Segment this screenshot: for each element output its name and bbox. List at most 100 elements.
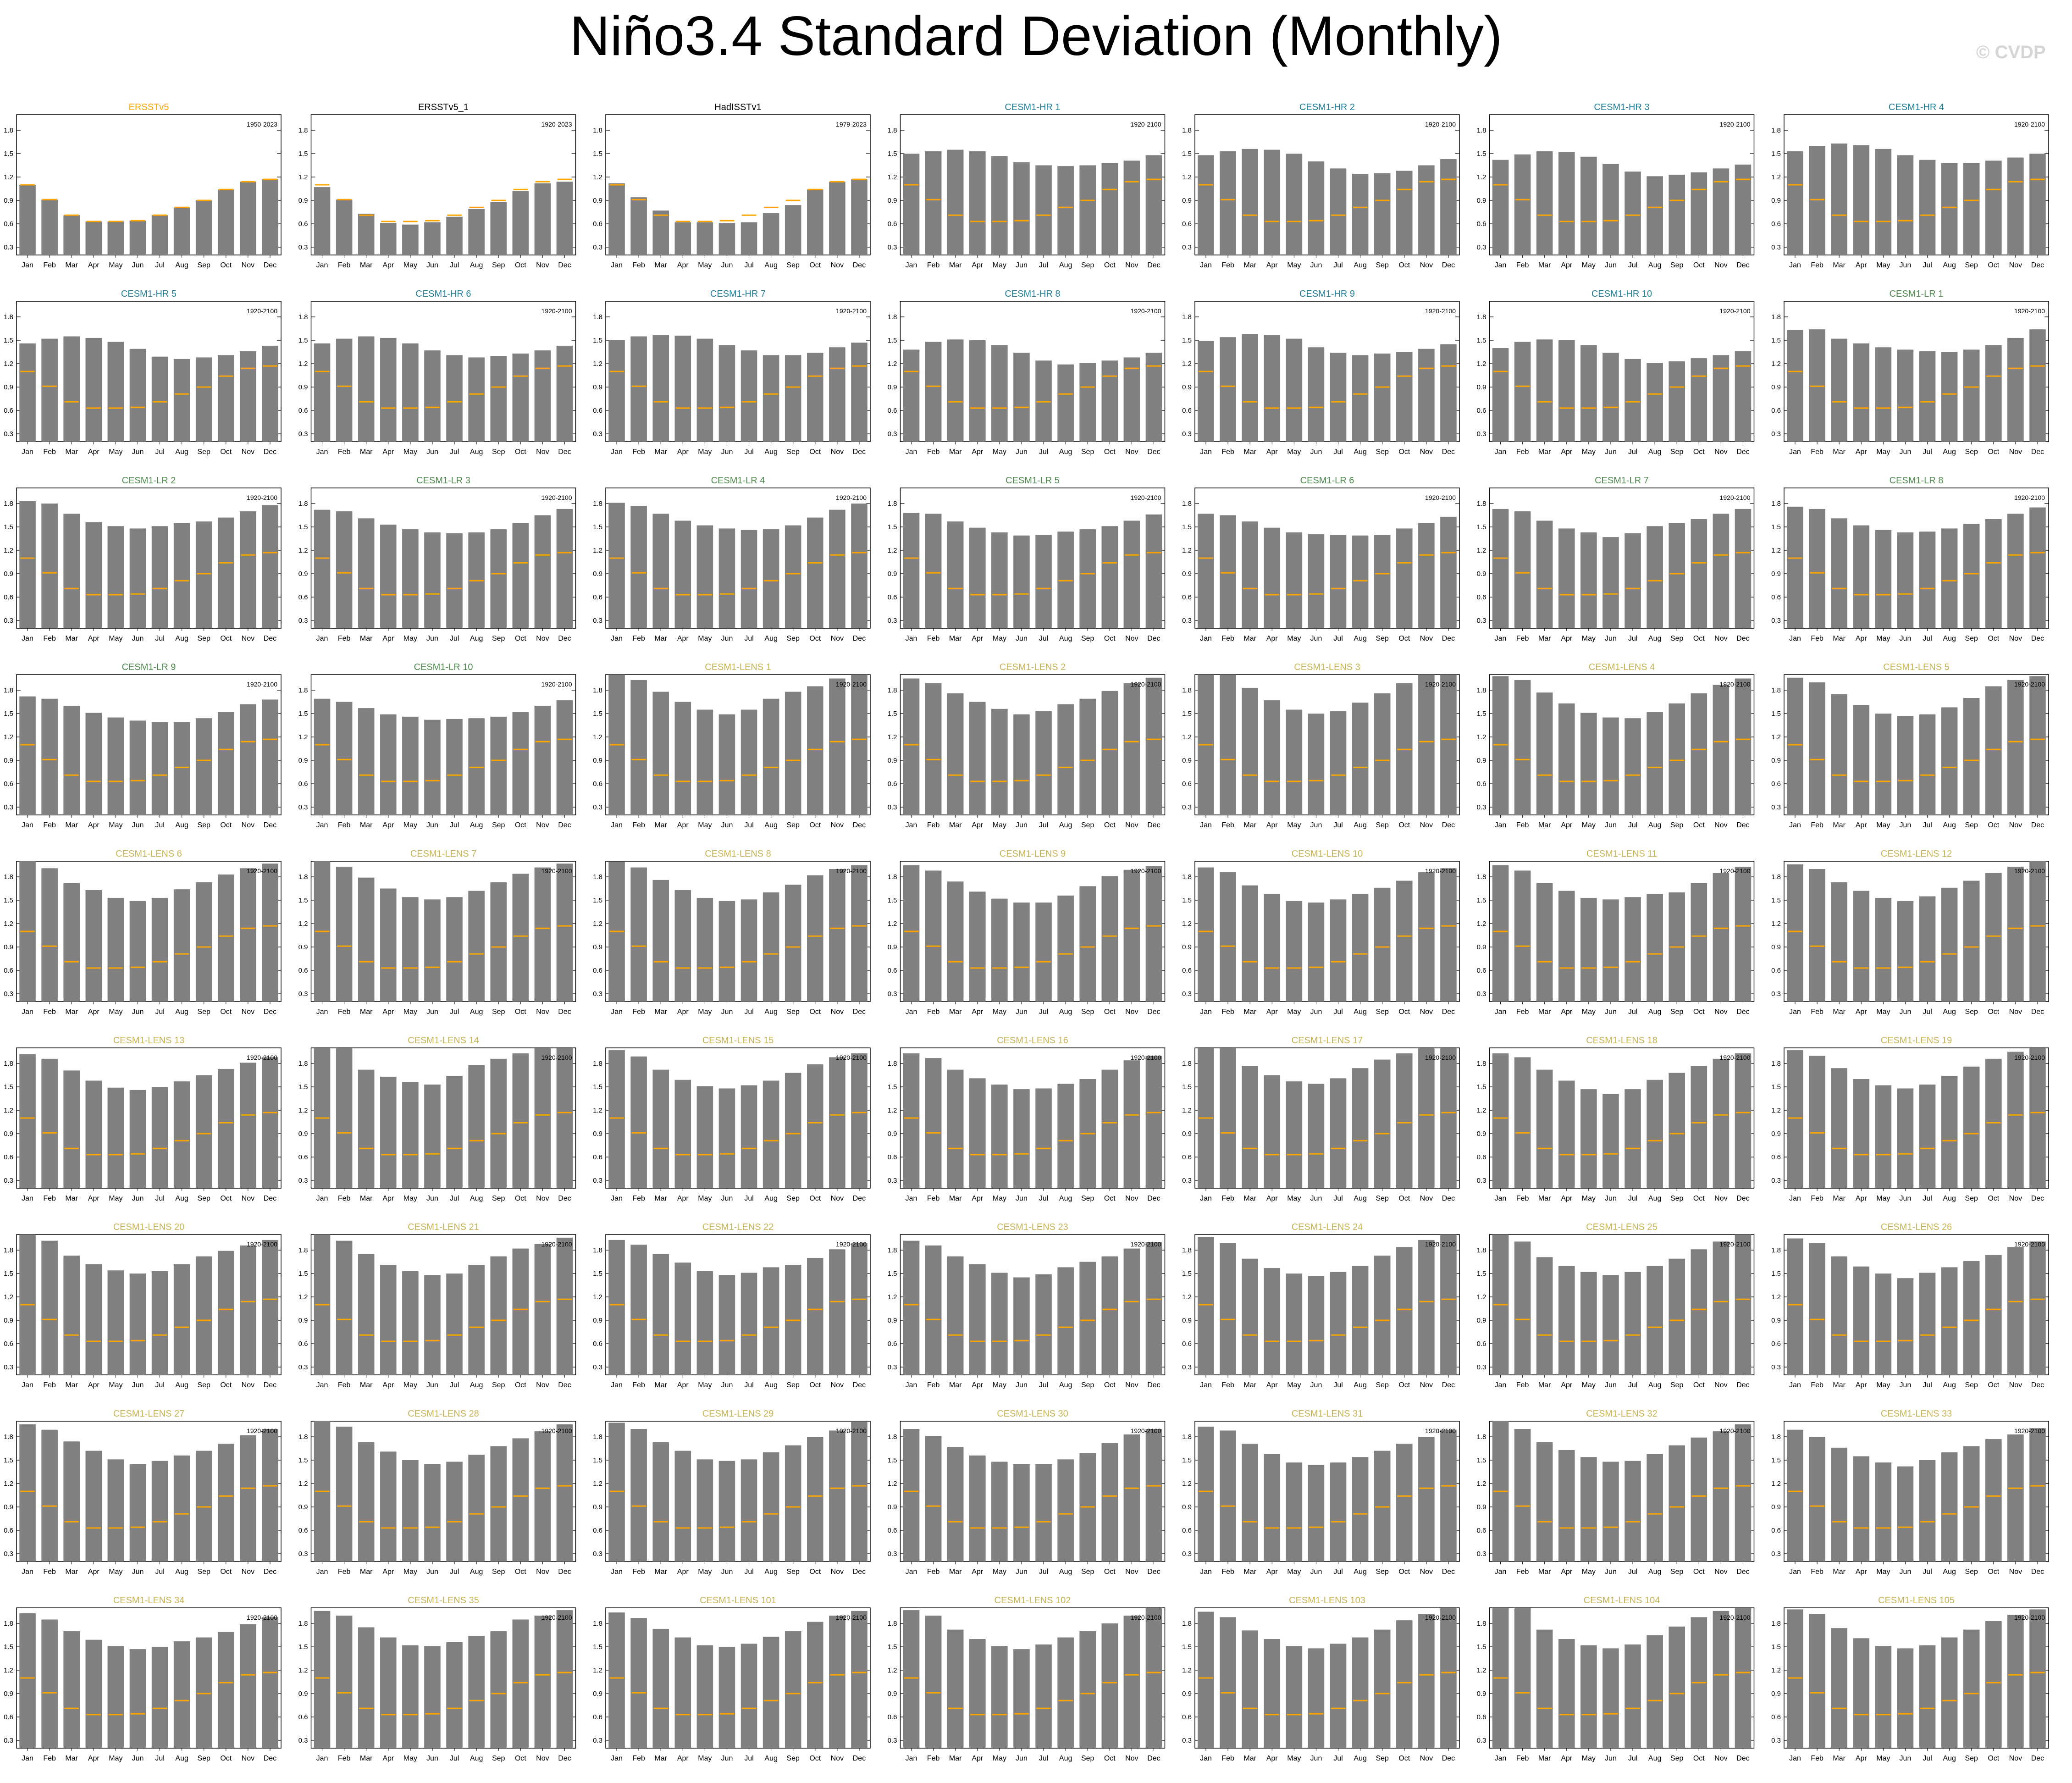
bar [262, 699, 278, 815]
bar [969, 527, 986, 628]
y-tick-label: 0.9 [4, 197, 13, 205]
x-tick-label: Sep [197, 448, 210, 456]
x-tick-label: Mar [654, 1381, 667, 1389]
bar [947, 150, 964, 255]
x-tick-label: Jun [1016, 1008, 1028, 1016]
bar [151, 1271, 168, 1375]
x-tick-label: Dec [1442, 1008, 1455, 1016]
x-tick-label: Aug [1354, 261, 1366, 269]
bar [1602, 1275, 1619, 1375]
y-tick-label: 0.3 [1771, 1363, 1781, 1371]
x-tick-label: May [1287, 635, 1301, 642]
bar [1220, 151, 1236, 255]
period-label: 1920-2100 [1720, 1054, 1751, 1061]
x-tick-label: Nov [1125, 1568, 1138, 1576]
y-tick-label: 0.3 [593, 803, 602, 811]
panel-frame [1489, 674, 1755, 815]
bar [218, 1444, 234, 1562]
x-tick-label: Jun [426, 635, 438, 642]
x-tick-label: Aug [175, 1381, 188, 1389]
x-tick-label: Mar [1243, 821, 1256, 829]
x-tick-label: Jun [1900, 1568, 1912, 1576]
bar [1624, 1461, 1641, 1562]
y-tick-label: 1.2 [4, 1107, 13, 1114]
bar [1492, 160, 1509, 255]
bar [468, 209, 485, 255]
bar [1691, 1066, 1707, 1188]
panel-frame [1784, 114, 2049, 255]
bar [402, 529, 419, 628]
x-tick-label: May [403, 448, 417, 456]
y-tick-label: 1.8 [4, 1246, 13, 1254]
bar [1330, 535, 1347, 628]
bar [1242, 334, 1258, 442]
x-tick-label: Jan [1789, 821, 1801, 829]
bar [1035, 165, 1052, 255]
x-tick-label: Mar [360, 1195, 373, 1202]
x-tick-label: Jul [1039, 635, 1048, 642]
bar [762, 1452, 779, 1562]
x-tick-label: Mar [654, 1568, 667, 1576]
bar [1220, 1048, 1236, 1188]
y-tick-label: 0.9 [298, 1690, 308, 1698]
x-tick-label: May [1287, 261, 1301, 269]
y-tick-label: 1.2 [593, 920, 602, 928]
bar [1374, 173, 1391, 255]
y-tick-label: 0.9 [1182, 383, 1192, 391]
y-tick-label: 1.5 [1477, 337, 1486, 344]
panel-title: CESM1-LENS 20 [113, 1222, 185, 1232]
bar [1602, 353, 1619, 442]
bar [1352, 1266, 1369, 1375]
y-tick-label: 1.5 [1182, 150, 1192, 158]
x-tick-label: May [109, 1755, 122, 1762]
x-tick-label: Mar [65, 261, 78, 269]
bar [556, 1237, 573, 1375]
bar [424, 1464, 441, 1562]
y-tick-label: 1.5 [1771, 1456, 1781, 1464]
y-tick-label: 1.8 [298, 687, 308, 694]
x-tick-label: Nov [1420, 448, 1433, 456]
y-tick-label: 1.2 [1771, 1667, 1781, 1674]
bar [1264, 1075, 1281, 1188]
bar [1220, 1430, 1236, 1562]
bar [1374, 1059, 1391, 1188]
x-tick-label: Aug [1059, 821, 1072, 829]
bar [173, 207, 190, 255]
y-tick-label: 0.6 [298, 967, 308, 975]
x-tick-label: Sep [1376, 1381, 1389, 1389]
x-tick-label: Sep [1965, 1008, 1978, 1016]
x-tick-label: Apr [88, 821, 100, 829]
bar [1669, 1626, 1685, 1748]
bar [903, 1053, 920, 1188]
bar [1396, 880, 1413, 1002]
bar [1624, 718, 1641, 815]
bar [556, 345, 573, 442]
y-tick-label: 1.2 [4, 1480, 13, 1488]
x-tick-label: Aug [1354, 1195, 1366, 1202]
bar [1963, 1629, 1980, 1748]
bar [991, 898, 1008, 1002]
x-tick-label: Jun [1016, 821, 1028, 829]
bar [1787, 1609, 1803, 1748]
y-tick-label: 0.6 [298, 1153, 308, 1161]
panel-title: CESM1-HR 4 [1889, 102, 1944, 112]
bar [1145, 1242, 1162, 1375]
x-tick-label: Jun [721, 1195, 733, 1202]
y-tick-label: 1.2 [888, 360, 897, 368]
bar [1963, 163, 1980, 255]
bar [1669, 703, 1685, 815]
y-tick-label: 1.5 [593, 1643, 602, 1651]
x-tick-label: Jan [611, 448, 623, 456]
x-tick-label: Jun [132, 1008, 144, 1016]
panel-frame [1489, 1421, 1755, 1562]
x-tick-label: Jul [450, 635, 459, 642]
bar [424, 899, 441, 1002]
